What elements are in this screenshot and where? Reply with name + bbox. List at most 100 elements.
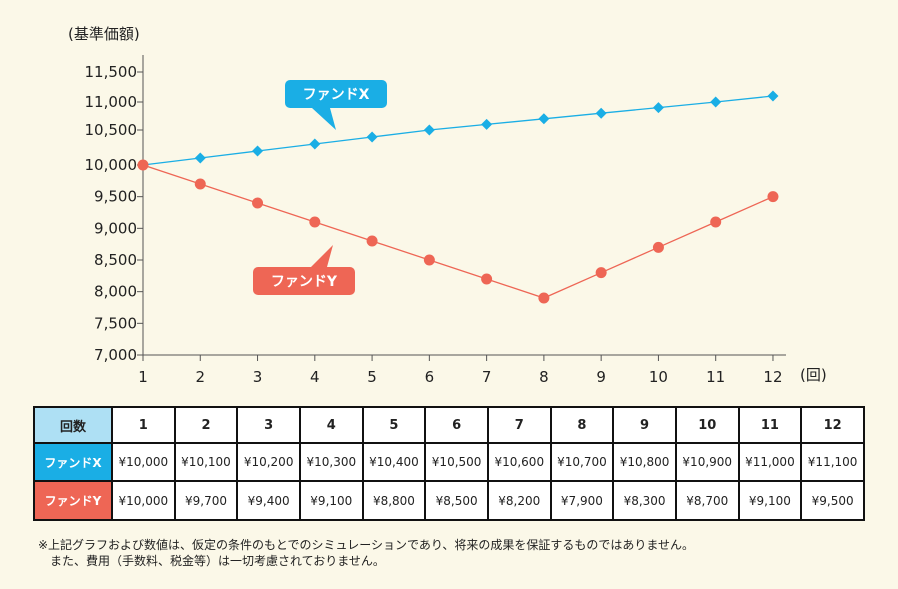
table-cell: ¥8,500 (424, 480, 489, 521)
x-tick-label: 9 (596, 368, 606, 386)
data-point-circle (194, 178, 206, 190)
table-cell: ¥8,800 (361, 480, 427, 521)
y-tick-label: 7,500 (94, 314, 137, 332)
table-cell: ¥9,100 (737, 480, 803, 521)
data-point-circle (538, 292, 550, 304)
table-row-fund-x: ファンドX ¥10,000 ¥10,100 ¥10,200 ¥10,300 ¥1… (33, 442, 865, 482)
disclaimer-line-2: また、費用（手数料、税金等）は一切考慮されておりません。 (50, 554, 385, 568)
table-header-row: 回数 1 2 3 4 5 6 7 8 9 10 11 12 (33, 406, 865, 444)
fund-y-callout-label: ファンドY (271, 274, 338, 290)
y-tick-label: 10,000 (85, 156, 138, 174)
x-tick-label: 10 (649, 368, 668, 386)
data-point-diamond (767, 90, 779, 102)
table-header-cell: 3 (236, 406, 301, 444)
series-line-2 (142, 164, 774, 299)
data-point-diamond (194, 152, 206, 164)
table-cell: ¥10,800 (612, 442, 677, 482)
table-cell: ¥10,100 (173, 442, 239, 482)
data-point-circle (366, 235, 378, 247)
table-header-cell: 1 (111, 406, 176, 444)
y-tick-label: 7,000 (94, 346, 137, 364)
data-point-diamond (481, 118, 493, 130)
table-cell: ¥9,500 (800, 480, 865, 521)
data-point-diamond (309, 138, 321, 150)
data-table: 回数 1 2 3 4 5 6 7 8 9 10 11 12 ファンドX ¥10,… (33, 406, 865, 521)
x-tick-label: 12 (763, 368, 782, 386)
table-header-cell: 10 (674, 406, 740, 444)
data-point-circle (137, 159, 149, 171)
fund-x-callout: ファンドX (285, 80, 387, 130)
data-point-circle (652, 241, 664, 253)
table-cell: ¥11,000 (737, 442, 803, 482)
fund-y-callout-box (253, 245, 355, 295)
table-cell: ¥10,400 (361, 442, 427, 482)
data-point-diamond (652, 102, 664, 114)
table-header-cell: 12 (800, 406, 865, 444)
table-cell: ¥8,300 (612, 480, 677, 521)
table-cell: ¥9,100 (298, 480, 364, 521)
data-point-circle (481, 273, 493, 285)
data-point-diamond (538, 113, 550, 125)
table-cell: ¥10,000 (111, 480, 176, 521)
table-corner-header: 回数 (33, 406, 113, 444)
table-header-cell: 11 (737, 406, 803, 444)
table-cell: ¥10,700 (549, 442, 615, 482)
table-cell: ¥8,200 (486, 480, 552, 521)
table-header-cell: 2 (173, 406, 239, 444)
x-tick-label: 5 (367, 368, 377, 386)
disclaimer-line-1: ※上記グラフおよび数値は、仮定の条件のもとでのシミュレーションであり、将来の成果… (38, 538, 695, 552)
y-tick-label: 8,500 (94, 251, 137, 269)
y-tick-label: 11,500 (85, 63, 138, 81)
table-cell: ¥9,700 (173, 480, 239, 521)
table-cell: ¥10,500 (424, 442, 489, 482)
table-row-fund-y: ファンドY ¥10,000 ¥9,700 ¥9,400 ¥9,100 ¥8,80… (33, 480, 865, 521)
table-cell: ¥8,700 (674, 480, 740, 521)
y-tick-label: 10,500 (85, 121, 138, 139)
y-tick-label: 9,000 (94, 219, 137, 237)
y-tick-label: 11,000 (85, 93, 138, 111)
y-axis-label: (基準価額) (68, 25, 140, 43)
callouts: ファンドX ファンドY (253, 80, 387, 295)
data-point-circle (595, 267, 607, 279)
disclaimer-note: ※上記グラフおよび数値は、仮定の条件のもとでのシミュレーションであり、将来の成果… (38, 537, 694, 569)
line-chart: (基準価額) (回) 7,000 7,500 8,000 8,500 9,000 9,50… (68, 25, 827, 386)
series-layer (137, 90, 779, 304)
table-header-cell: 5 (361, 406, 427, 444)
table-cell: ¥10,600 (486, 442, 552, 482)
table-header-cell: 9 (612, 406, 677, 444)
table-row-label: ファンドX (33, 442, 113, 482)
data-point-diamond (595, 107, 607, 119)
data-point-diamond (710, 96, 722, 108)
table-cell: ¥10,900 (674, 442, 740, 482)
table-cell: ¥10,300 (298, 442, 364, 482)
x-tick-label: 6 (425, 368, 435, 386)
table-header-cell: 8 (549, 406, 615, 444)
table-header-cell: 4 (298, 406, 364, 444)
fund-y-callout: ファンドY (253, 245, 355, 295)
data-point-circle (423, 254, 435, 266)
fund-x-callout-box (285, 80, 387, 130)
data-point-diamond (366, 131, 378, 143)
table-cell: ¥11,100 (800, 442, 865, 482)
fund-x-callout-label: ファンドX (303, 87, 370, 103)
table-cell: ¥10,000 (111, 442, 176, 482)
table-cell: ¥7,900 (549, 480, 615, 521)
x-tick-label: 11 (706, 368, 725, 386)
x-tick-label: 1 (138, 368, 148, 386)
x-tick-label: 4 (310, 368, 320, 386)
series-line-1 (142, 95, 774, 166)
table-row-label: ファンドY (33, 480, 113, 521)
table-header-cell: 6 (424, 406, 489, 444)
x-tick-label: 3 (253, 368, 263, 386)
x-tick-label: 2 (195, 368, 205, 386)
x-tick-label: 8 (539, 368, 549, 386)
data-point-circle (252, 197, 264, 209)
y-tick-label: 8,000 (94, 283, 137, 301)
x-tick-label: 7 (482, 368, 492, 386)
table-cell: ¥9,400 (236, 480, 301, 521)
table-header-cell: 7 (486, 406, 552, 444)
y-tick-label: 9,500 (94, 188, 137, 206)
x-axis-label: (回) (800, 366, 827, 384)
data-point-circle (710, 216, 722, 228)
axes: 7,000 7,500 8,000 8,500 9,000 9,500 10,000 10,5… (85, 55, 786, 386)
